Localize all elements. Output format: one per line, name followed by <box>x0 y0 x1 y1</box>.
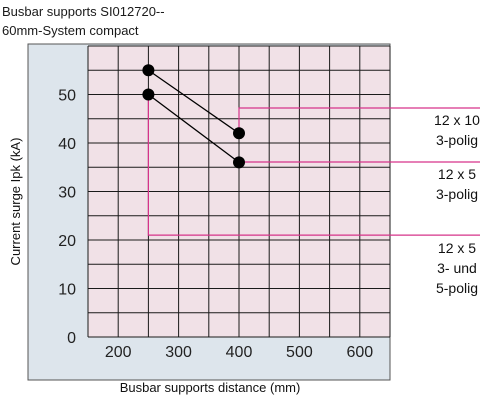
series-line <box>148 69 240 134</box>
y-tick-label: 30 <box>58 185 76 202</box>
y-tick-label: 20 <box>58 233 76 250</box>
series-label: 3- und <box>437 260 477 276</box>
y-tick-label: 40 <box>58 136 76 153</box>
y-axis-label: Current surge Ipk (kA) <box>8 138 23 266</box>
leader-line <box>147 94 480 236</box>
y-tick-label: 0 <box>67 330 76 347</box>
data-point <box>233 127 245 140</box>
x-tick-label: 300 <box>165 344 192 361</box>
y-tick-label: 10 <box>58 282 76 299</box>
series-label: 3-polig <box>436 132 478 148</box>
series-label: 3-polig <box>436 186 478 202</box>
series-line <box>148 93 240 163</box>
series-label: 12 x 10 <box>434 112 480 128</box>
data-point <box>142 64 155 77</box>
x-tick-label: 200 <box>105 344 132 361</box>
series-label: 12 x 5 <box>438 240 476 256</box>
chart-subtitle: 60mm-System compact <box>2 23 139 38</box>
series-label: 5-polig <box>436 280 478 296</box>
leader-line <box>238 107 480 134</box>
chart-title: Busbar supports SI012720-- <box>2 4 165 19</box>
x-tick-label: 500 <box>286 344 313 361</box>
x-tick-label: 400 <box>226 344 253 361</box>
data-point <box>233 156 245 169</box>
x-tick-label: 600 <box>346 344 373 361</box>
y-tick-label: 50 <box>58 88 76 105</box>
data-point <box>142 88 155 101</box>
series-label: 12 x 5 <box>438 166 476 182</box>
x-axis-label: Busbar supports distance (mm) <box>120 380 301 395</box>
